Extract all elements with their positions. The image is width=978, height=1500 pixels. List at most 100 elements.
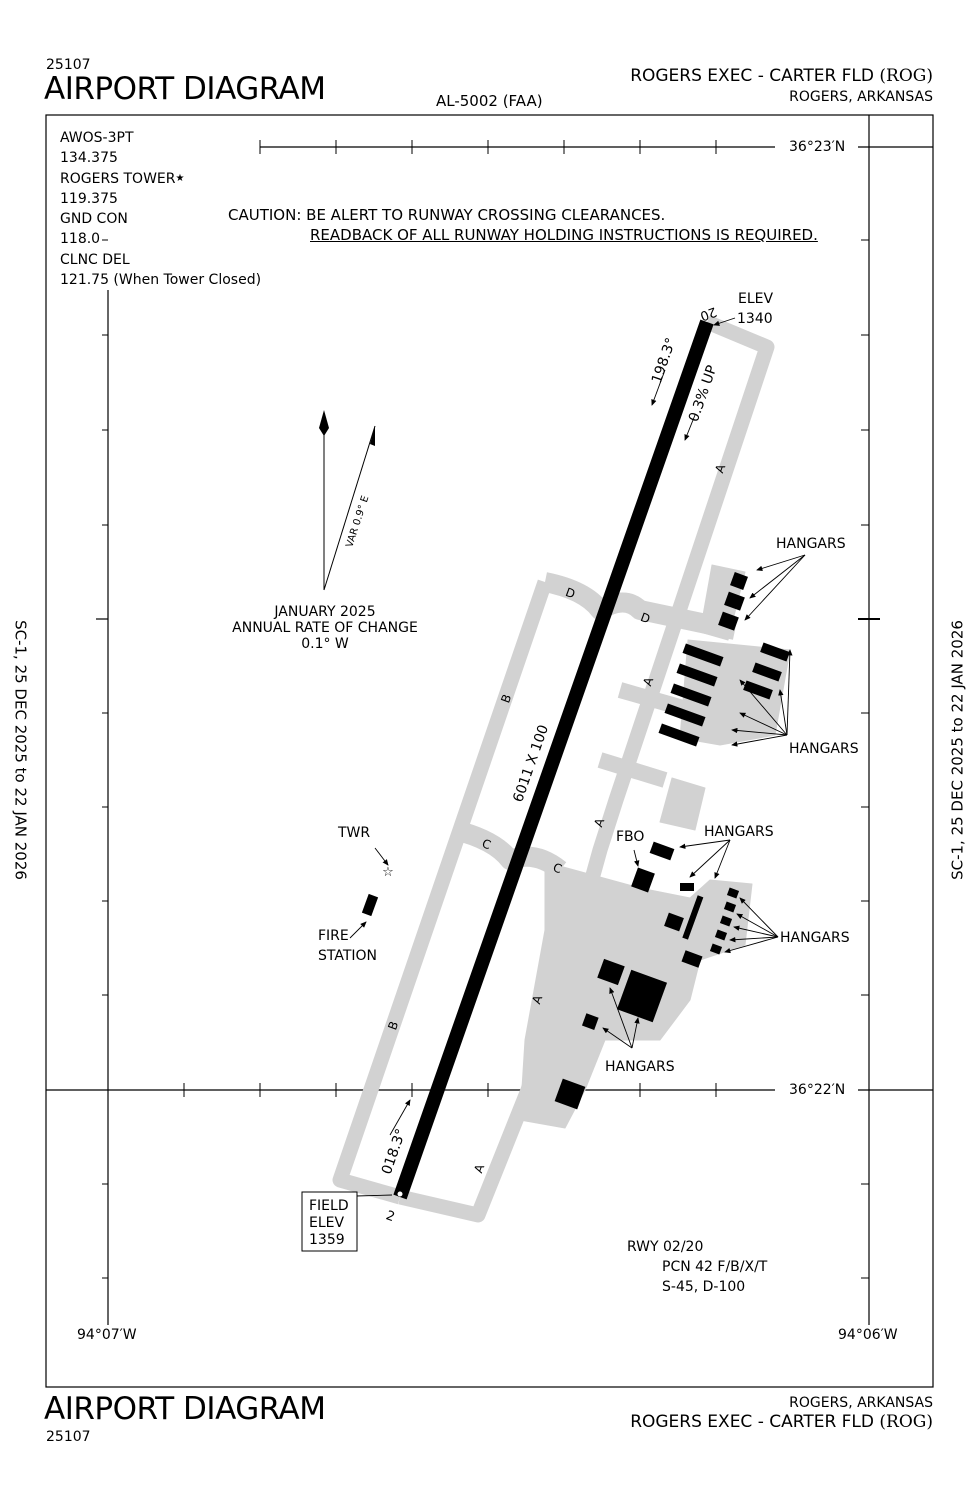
hangar bbox=[709, 943, 723, 955]
hangars-label: HANGARS bbox=[780, 930, 850, 946]
freq-tower-label: ROGERS TOWER★ bbox=[60, 169, 261, 189]
lat-label-south: 36°22′N bbox=[789, 1082, 846, 1098]
hangar bbox=[724, 591, 745, 611]
tower-icon: ☆ bbox=[382, 865, 394, 880]
magnetic-north-indicator: VAR 0.9° E bbox=[319, 410, 376, 591]
large-hangar bbox=[616, 969, 668, 1023]
variation-label: VAR 0.9° E bbox=[344, 495, 371, 549]
footer-airport-id: (ROG) bbox=[879, 1412, 933, 1432]
field-elev-box bbox=[301, 1191, 358, 1252]
hangar bbox=[680, 883, 694, 891]
hangar bbox=[664, 912, 684, 932]
freq-clnc-label: CLNC DEL bbox=[60, 251, 130, 268]
t-hangar bbox=[676, 663, 718, 687]
t-hangar bbox=[752, 662, 782, 682]
airport-name-text: ROGERS EXEC - CARTER FLD bbox=[630, 66, 874, 86]
station-label: STATION bbox=[318, 948, 378, 964]
magnetic-date: JANUARY 2025 bbox=[274, 604, 376, 620]
caution-line-2: READBACK OF ALL RUNWAY HOLDING INSTRUCTI… bbox=[310, 226, 818, 244]
procedure-id: AL-5002 (FAA) bbox=[436, 92, 543, 110]
magnetic-info: JANUARY 2025 ANNUAL RATE OF CHANGE 0.1° … bbox=[232, 604, 418, 652]
t-hangar bbox=[670, 683, 712, 707]
elev-north: 1340 bbox=[737, 311, 773, 327]
freq-tower: 119.375 bbox=[60, 190, 118, 207]
ramp-pad bbox=[659, 777, 706, 831]
hangars-label: HANGARS bbox=[789, 741, 859, 757]
runway-end-2: 2 bbox=[384, 1208, 397, 1225]
rwy-pcn: PCN 42 F/B/X/T bbox=[662, 1259, 768, 1275]
footer-airport-name-text: ROGERS EXEC - CARTER FLD bbox=[630, 1412, 874, 1432]
taxiway-label-d: D bbox=[639, 610, 652, 626]
t-hangar bbox=[658, 723, 700, 747]
graticule bbox=[46, 115, 933, 1325]
buildings bbox=[361, 572, 790, 1110]
t-hangar bbox=[664, 703, 706, 727]
airport-name: ROGERS EXEC - CARTER FLD (ROG) bbox=[630, 68, 933, 85]
elev-label: ELEV bbox=[738, 291, 774, 307]
fire-station bbox=[361, 893, 379, 917]
hangars-label: HANGARS bbox=[776, 536, 846, 552]
taxiway-label-a: A bbox=[471, 1162, 487, 1175]
taxiway-c bbox=[452, 820, 567, 879]
hangar bbox=[726, 887, 740, 899]
city-state: ROGERS, ARKANSAS bbox=[789, 89, 933, 105]
airport-id: (ROG) bbox=[879, 66, 933, 86]
caution-line-1: CAUTION: BE ALERT TO RUNWAY CROSSING CLE… bbox=[228, 206, 666, 224]
grid-ticks bbox=[102, 140, 869, 1279]
chart-number: 25107 bbox=[46, 57, 91, 73]
taxiway-label-d: D bbox=[564, 585, 577, 601]
hangar bbox=[597, 958, 625, 986]
rwy-strength: S-45, D-100 bbox=[662, 1279, 746, 1295]
true-north-arrowhead-icon bbox=[319, 410, 329, 436]
freq-awos-label: AWOS-3PT bbox=[60, 130, 134, 146]
leader-arrows bbox=[349, 317, 806, 1197]
chart-frame bbox=[45, 114, 934, 1388]
t-hangar bbox=[760, 642, 790, 662]
runway-02-20 bbox=[393, 319, 714, 1200]
hangar bbox=[682, 895, 704, 940]
freq-tower-text: ROGERS TOWER bbox=[60, 170, 176, 187]
runway-threshold-light bbox=[397, 1191, 403, 1197]
t-hangar bbox=[682, 643, 724, 667]
footer-city-state: ROGERS, ARKANSAS bbox=[789, 1395, 933, 1411]
footer-airport-name: ROGERS EXEC - CARTER FLD (ROG) bbox=[630, 1414, 933, 1431]
field-elev-label-2: ELEV bbox=[309, 1215, 345, 1231]
hangar bbox=[730, 572, 748, 590]
tower-label: TWR bbox=[338, 825, 371, 841]
field-elev-value: 1359 bbox=[309, 1232, 345, 1248]
field-elev-text: FIELD ELEV 1359 bbox=[309, 1198, 349, 1249]
hangar bbox=[714, 929, 728, 941]
heading-north: 198.3° bbox=[649, 336, 680, 386]
freq-gnd: 118.0 bbox=[60, 231, 101, 248]
field-elev-label-1: FIELD bbox=[309, 1198, 349, 1214]
hangar bbox=[554, 1078, 586, 1110]
freq-awos: 134.375 bbox=[60, 150, 118, 167]
t-hangar bbox=[743, 680, 773, 700]
footer-chart-number: 25107 bbox=[46, 1429, 91, 1445]
hangar bbox=[681, 950, 703, 968]
hangars-label: HANGARS bbox=[704, 824, 774, 840]
magnetic-north-arrow bbox=[323, 425, 376, 591]
freq-clnc: 121.75 (When Tower Closed) bbox=[60, 272, 262, 289]
hangar bbox=[719, 915, 733, 927]
hangar bbox=[723, 901, 737, 913]
lat-label-north: 36°23′N bbox=[789, 139, 846, 155]
lon-label-west: 94°07′W bbox=[77, 1327, 137, 1343]
taxiway-b bbox=[332, 579, 553, 1205]
annual-rate-label: ANNUAL RATE OF CHANGE bbox=[232, 620, 418, 636]
hangar bbox=[718, 611, 739, 631]
hangar bbox=[649, 841, 675, 861]
annual-rate: 0.1° W bbox=[301, 636, 349, 652]
fire-label: FIRE bbox=[318, 928, 349, 944]
hangars-label: HANGARS bbox=[605, 1059, 675, 1075]
star-icon: ★ bbox=[175, 172, 185, 184]
frequency-list: AWOS-3PT 134.375 ROGERS TOWER★ 119.375 G… bbox=[60, 128, 261, 290]
magnetic-north-arrowhead-icon bbox=[370, 426, 375, 446]
hangar bbox=[581, 1013, 599, 1030]
taxiway-connectors bbox=[597, 682, 693, 788]
chart-title: AIRPORT DIAGRAM bbox=[44, 71, 326, 107]
fbo-label: FBO bbox=[616, 829, 645, 845]
runway-end-20: 20 bbox=[698, 303, 719, 323]
